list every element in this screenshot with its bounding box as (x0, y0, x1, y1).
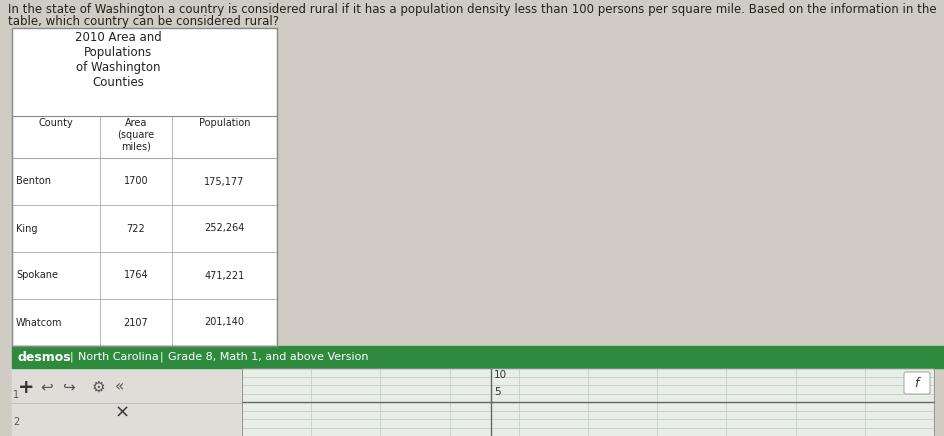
Text: 722: 722 (126, 224, 145, 234)
Bar (12, 346, 944, 368)
Text: Grade 8, Math 1, and above Version: Grade 8, Math 1, and above Version (168, 352, 368, 362)
Text: 2010 Area and
Populations
of Washington
Counties: 2010 Area and Populations of Washington … (75, 31, 161, 89)
Bar (12, 205, 277, 252)
Text: ↪: ↪ (62, 380, 75, 395)
Text: Benton: Benton (16, 177, 51, 187)
Text: table, which country can be considered rural?: table, which country can be considered r… (8, 15, 279, 28)
Text: 2: 2 (13, 417, 19, 427)
Text: 175,177: 175,177 (204, 177, 244, 187)
Text: «: « (115, 380, 125, 395)
Bar (12, 116, 277, 346)
Bar (12, 116, 277, 158)
Text: Population: Population (199, 118, 250, 128)
Text: Area
(square
miles): Area (square miles) (117, 118, 155, 151)
Text: 1764: 1764 (124, 270, 148, 280)
Bar (12, 158, 277, 205)
Text: Spokane: Spokane (16, 270, 58, 280)
Text: 5: 5 (494, 387, 500, 397)
Text: 252,264: 252,264 (204, 224, 244, 234)
Text: 201,140: 201,140 (205, 317, 244, 327)
Text: 2107: 2107 (124, 317, 148, 327)
Bar (12, 299, 277, 346)
Bar (242, 368, 934, 436)
Text: ⚙: ⚙ (92, 380, 106, 395)
Bar (12, 28, 277, 116)
Text: ×: × (115, 403, 130, 421)
Text: 10: 10 (494, 370, 507, 380)
Text: King: King (16, 224, 38, 234)
Text: Whatcom: Whatcom (16, 317, 62, 327)
Bar (12, 368, 242, 436)
Bar (12, 28, 277, 346)
Text: desmos: desmos (18, 351, 72, 364)
Text: |: | (160, 352, 163, 362)
Text: |: | (70, 352, 74, 362)
Text: 1: 1 (13, 390, 19, 400)
Bar (242, 368, 934, 436)
Text: f: f (914, 377, 919, 389)
Text: 471,221: 471,221 (204, 270, 244, 280)
Text: 1700: 1700 (124, 177, 148, 187)
FancyBboxPatch shape (904, 372, 930, 394)
Text: County: County (39, 118, 74, 128)
Text: ↩: ↩ (40, 380, 53, 395)
Text: +: + (18, 378, 35, 396)
Text: In the state of Washington a country is considered rural if it has a population : In the state of Washington a country is … (8, 3, 936, 16)
Bar (12, 252, 277, 299)
Text: North Carolina: North Carolina (78, 352, 159, 362)
